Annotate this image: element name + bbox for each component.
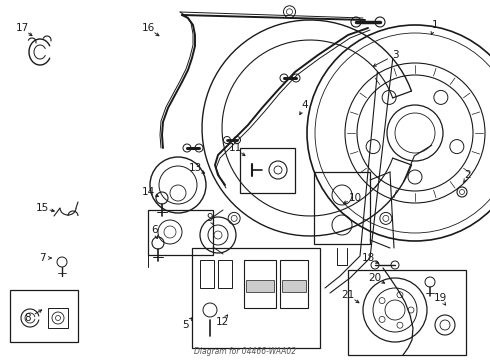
Text: 11: 11 [228,143,242,153]
Bar [200,260,214,288]
Text: 1: 1 [432,20,439,30]
Text: 12: 12 [216,317,229,327]
Bar [282,280,306,292]
Bar [192,248,320,348]
Text: 2: 2 [465,170,471,180]
Text: 19: 19 [433,293,446,303]
Bar [348,270,466,355]
Text: 13: 13 [188,163,201,173]
Text: 16: 16 [142,23,155,33]
Text: 21: 21 [342,290,355,300]
Bar [240,148,295,193]
Text: 20: 20 [368,273,382,283]
Text: 15: 15 [35,203,49,213]
Text: 18: 18 [362,253,375,263]
Bar [10,290,78,342]
Text: 8: 8 [24,313,31,323]
Bar [148,210,213,255]
Text: 3: 3 [392,50,398,60]
Bar [218,260,232,288]
Bar [244,260,276,308]
Text: 17: 17 [15,23,28,33]
Bar [280,260,308,308]
Text: 9: 9 [207,213,213,223]
Text: Diagram for 04466-WAA02: Diagram for 04466-WAA02 [194,347,296,356]
Text: 7: 7 [39,253,45,263]
Bar [246,280,274,292]
Text: 14: 14 [142,187,155,197]
Text: 5: 5 [182,320,188,330]
Text: 6: 6 [152,225,158,235]
Text: 4: 4 [302,100,308,110]
Text: 10: 10 [348,193,362,203]
Bar [314,172,370,244]
Bar [48,308,68,328]
